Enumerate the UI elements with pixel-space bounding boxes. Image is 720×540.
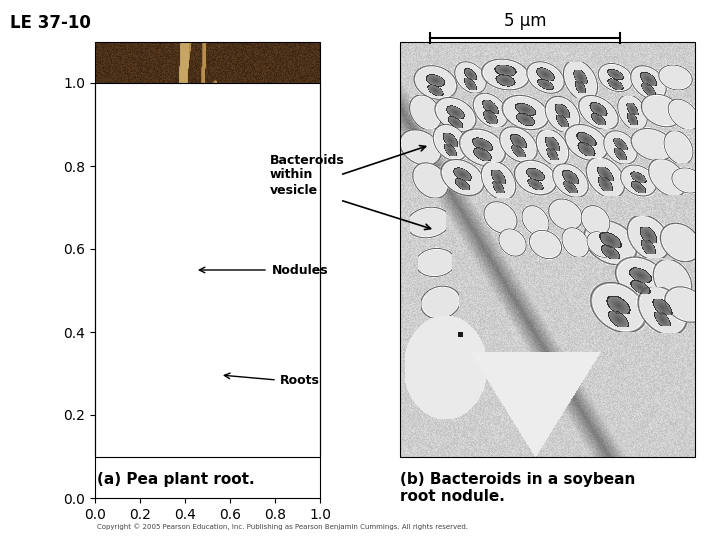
Text: Copyright © 2005 Pearson Education, Inc. Publishing as Pearson Benjamin Cummings: Copyright © 2005 Pearson Education, Inc.… (97, 523, 468, 530)
Text: 5 μm: 5 μm (504, 12, 546, 30)
Text: Nodules: Nodules (272, 264, 328, 276)
Bar (95, 42, 320, 457)
Text: Roots: Roots (280, 374, 320, 387)
Text: (a) Pea plant root.: (a) Pea plant root. (97, 472, 255, 487)
Text: (b) Bacteroids in a soybean
root nodule.: (b) Bacteroids in a soybean root nodule. (400, 472, 635, 504)
Text: LE 37-10: LE 37-10 (10, 14, 91, 32)
Text: Bacteroids
within
vesicle: Bacteroids within vesicle (270, 153, 345, 197)
Bar (400, 42, 695, 457)
